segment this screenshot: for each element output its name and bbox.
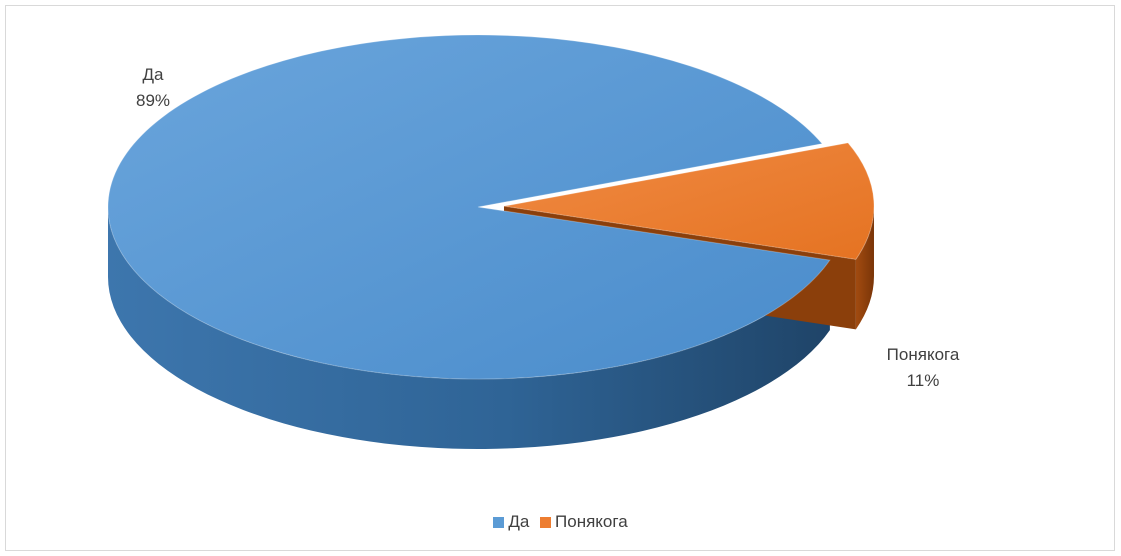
slice-ponyakoga-side <box>855 206 874 330</box>
data-label-percent-1: 11% <box>907 371 940 390</box>
slice-ponyakoga-top <box>503 142 875 260</box>
legend-label-da: Да <box>508 512 530 531</box>
legend-label-ponyakoga: Понякога <box>555 512 628 531</box>
chart-legend: Да Понякога <box>0 512 1121 533</box>
data-label-percent-0: 89% <box>136 91 170 110</box>
slice-da-side <box>108 207 830 450</box>
legend-item-ponyakoga: Понякога <box>540 512 628 532</box>
legend-swatch-da <box>493 516 505 528</box>
legend-item-da: Да <box>493 512 529 532</box>
data-label-category-0: Да <box>143 65 165 84</box>
slice-da-top <box>107 34 831 380</box>
data-label-category-1: Понякога <box>887 345 960 364</box>
legend-swatch-ponyakoga <box>540 516 552 528</box>
